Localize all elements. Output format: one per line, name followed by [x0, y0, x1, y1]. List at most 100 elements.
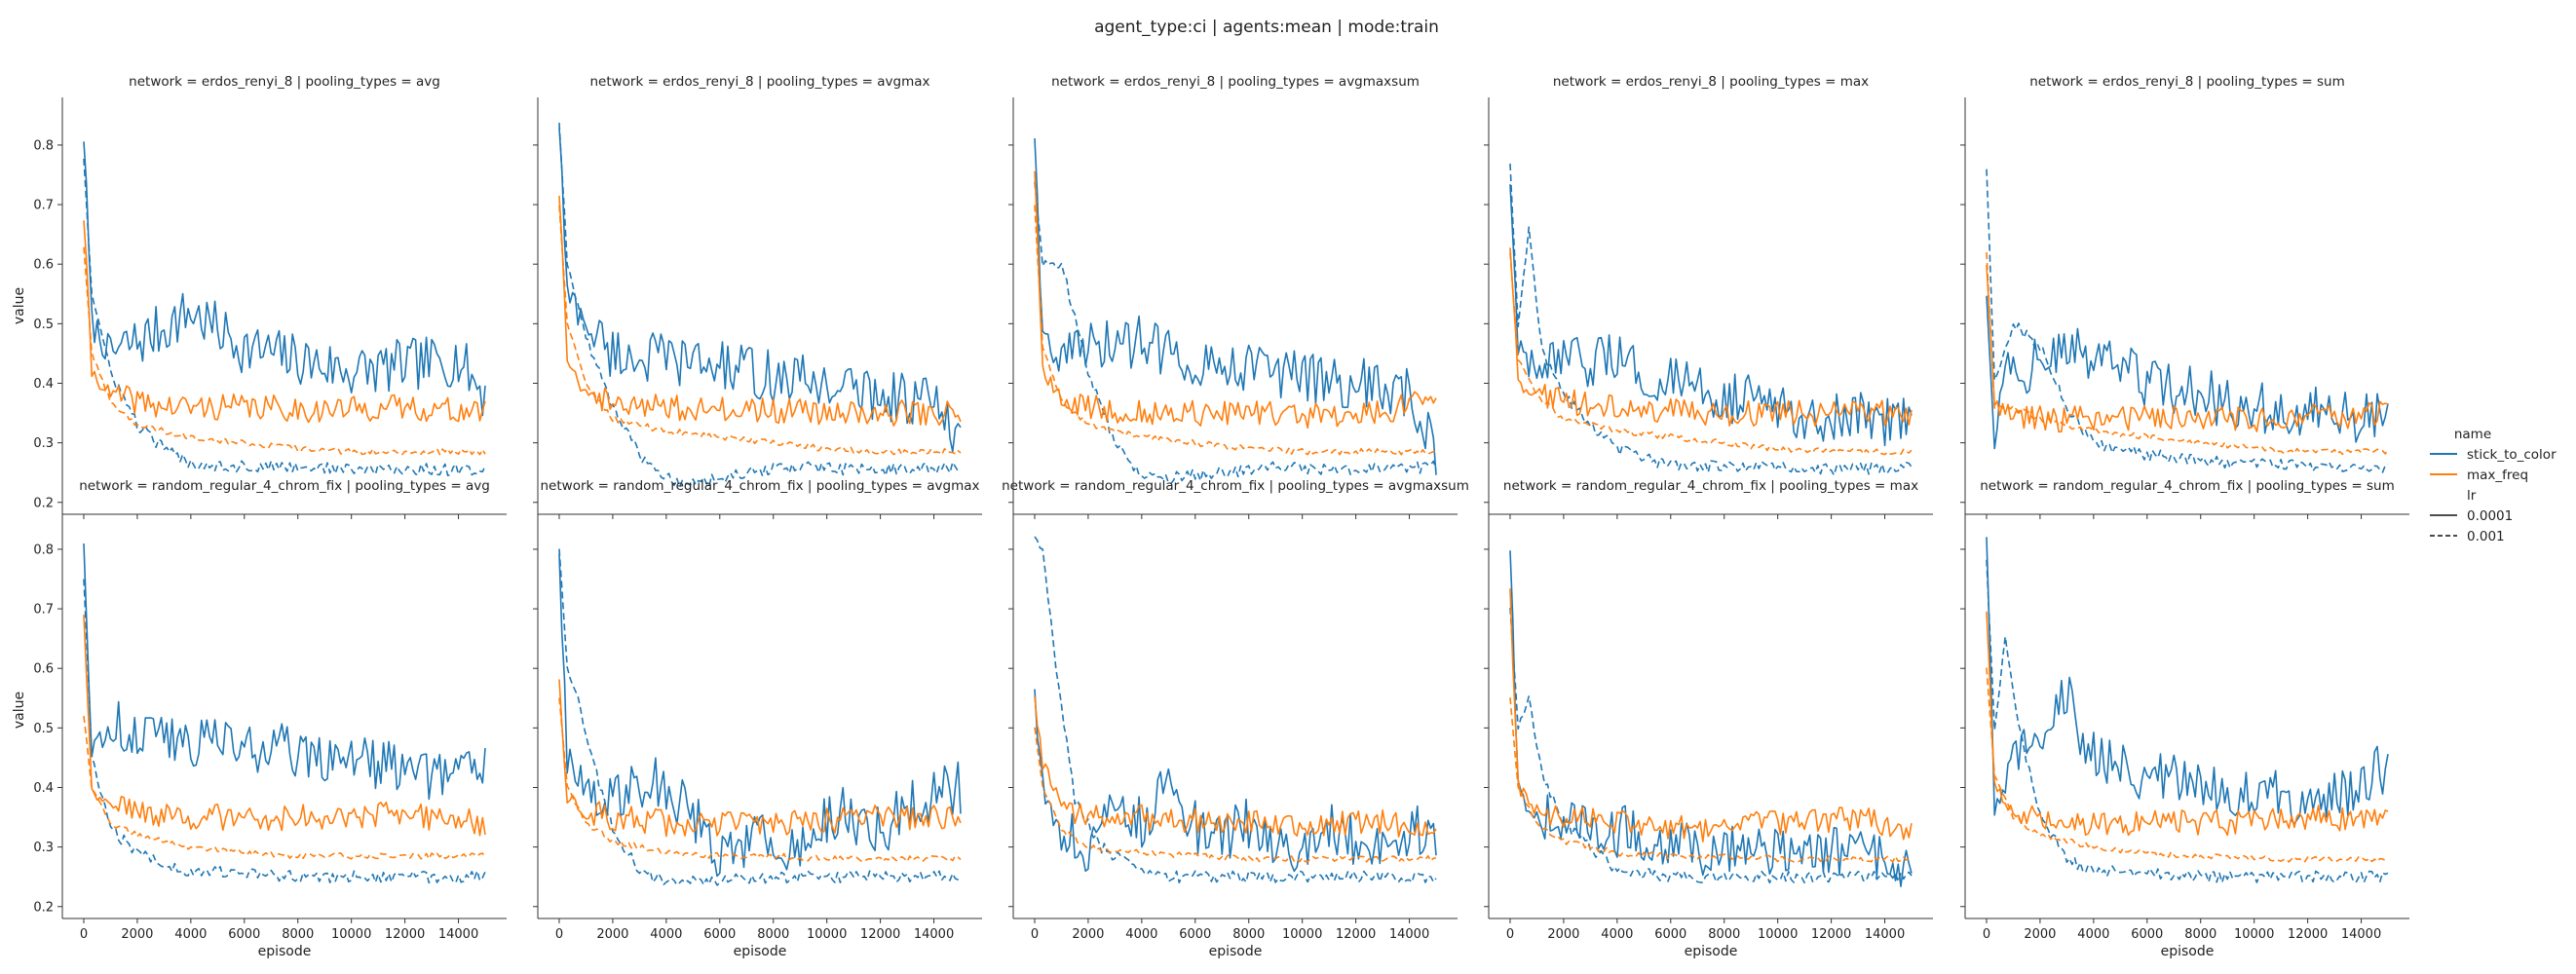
- x-tick-label: 14000: [1865, 927, 1905, 942]
- x-tick-label: 6000: [1179, 927, 1211, 942]
- series-line-max-freq-lr-0-0001: [1986, 264, 2389, 433]
- x-tick-label: 14000: [2341, 927, 2381, 942]
- x-tick-label: 6000: [1654, 927, 1686, 942]
- series-line-max-freq-lr-0-0001: [1509, 247, 1913, 428]
- panel-title: network = random_regular_4_chrom_fix | p…: [79, 478, 490, 494]
- panel: network = erdos_renyi_8 | pooling_types …: [1008, 74, 1458, 519]
- series-line-max-freq-lr-0-0001: [558, 679, 962, 838]
- y-tick-label: 0.7: [33, 603, 54, 618]
- series-line-stick-to-color-lr-0-001: [1986, 559, 2389, 883]
- x-tick-label: 8000: [2184, 927, 2216, 942]
- series-line-stick-to-color-lr-0-0001: [83, 141, 486, 417]
- series-line-max-freq-lr-0-0001: [83, 220, 486, 424]
- x-axis-label: episode: [258, 944, 312, 959]
- series-line-stick-to-color-lr-0-001: [558, 548, 962, 886]
- y-tick-label: 0.2: [33, 496, 54, 510]
- y-tick-label: 0.3: [33, 436, 54, 451]
- x-tick-label: 4000: [650, 927, 682, 942]
- x-tick-label: 12000: [860, 927, 900, 942]
- panel-title: network = random_regular_4_chrom_fix | p…: [1980, 478, 2394, 494]
- series-line-max-freq-lr-0-0001: [1986, 611, 2389, 837]
- x-tick-label: 2000: [121, 927, 153, 942]
- y-tick-label: 0.6: [33, 258, 54, 273]
- x-tick-label: 8000: [1708, 927, 1740, 942]
- x-tick-label: 2000: [1072, 927, 1104, 942]
- series-line-stick-to-color-lr-0-001: [558, 122, 962, 489]
- y-tick-label: 0.5: [33, 318, 54, 332]
- y-tick-label: 0.8: [33, 138, 54, 153]
- panel-title: network = random_regular_4_chrom_fix | p…: [541, 478, 980, 494]
- x-tick-label: 0: [80, 927, 88, 942]
- legend-label-lr-0-0001: 0.0001: [2467, 508, 2513, 524]
- series-line-stick-to-color-lr-0-001: [1034, 536, 1437, 884]
- x-tick-label: 4000: [2077, 927, 2109, 942]
- y-tick-label: 0.5: [33, 722, 54, 736]
- series-line-max-freq-lr-0-001: [1034, 205, 1437, 456]
- y-tick-label: 0.4: [33, 781, 54, 796]
- series-line-stick-to-color-lr-0-0001: [83, 543, 486, 801]
- series-line-stick-to-color-lr-0-001: [1986, 169, 2389, 473]
- x-tick-label: 0: [555, 927, 563, 942]
- series-line-stick-to-color-lr-0-0001: [1034, 137, 1437, 475]
- panel-title: network = erdos_renyi_8 | pooling_types …: [1051, 74, 1420, 90]
- x-tick-label: 4000: [1601, 927, 1633, 942]
- legend-label-max-freq: max_freq: [2467, 468, 2528, 483]
- series-line-stick-to-color-lr-0-001: [83, 579, 486, 884]
- panel: network = erdos_renyi_8 | pooling_types …: [12, 74, 507, 519]
- x-tick-label: 2000: [596, 927, 628, 942]
- series-line-max-freq-lr-0-001: [558, 697, 962, 863]
- x-tick-label: 0: [1506, 927, 1514, 942]
- x-tick-label: 10000: [1282, 927, 1322, 942]
- series-line-stick-to-color-lr-0-001: [1509, 607, 1913, 884]
- panel: network = random_regular_4_chrom_fix | p…: [1960, 478, 2409, 959]
- legend-style-title: lr: [2467, 488, 2477, 504]
- x-axis-label: episode: [2161, 944, 2215, 959]
- x-tick-label: 6000: [228, 927, 260, 942]
- x-tick-label: 10000: [2234, 927, 2274, 942]
- x-axis-label: episode: [1209, 944, 1263, 959]
- x-tick-label: 14000: [1389, 927, 1429, 942]
- chart-panels: network = erdos_renyi_8 | pooling_types …: [12, 74, 2409, 959]
- series-line-max-freq-lr-0-0001: [1509, 588, 1913, 843]
- chart-suptitle: agent_type:ci | agents:mean | mode:train: [1094, 18, 1439, 37]
- y-tick-label: 0.8: [33, 543, 54, 557]
- x-tick-label: 10000: [331, 927, 371, 942]
- series-line-stick-to-color-lr-0-0001: [1986, 295, 2389, 450]
- panel-title: network = erdos_renyi_8 | pooling_types …: [589, 74, 929, 90]
- x-axis-label: episode: [1685, 944, 1738, 959]
- series-line-max-freq-lr-0-001: [83, 716, 486, 860]
- y-tick-label: 0.2: [33, 900, 54, 915]
- y-axis-label: value: [12, 692, 27, 729]
- y-tick-label: 0.7: [33, 199, 54, 213]
- series-line-max-freq-lr-0-001: [558, 205, 962, 456]
- panel: network = random_regular_4_chrom_fix | p…: [533, 478, 982, 959]
- series-line-stick-to-color-lr-0-001: [1034, 181, 1437, 485]
- panel-title: network = erdos_renyi_8 | pooling_types …: [129, 74, 440, 90]
- panel: network = random_regular_4_chrom_fix | p…: [12, 478, 507, 959]
- x-tick-label: 0: [1031, 927, 1039, 942]
- x-tick-label: 4000: [174, 927, 207, 942]
- series-line-max-freq-lr-0-001: [1509, 252, 1913, 456]
- series-line-stick-to-color-lr-0-0001: [1509, 550, 1913, 887]
- x-tick-label: 12000: [1811, 927, 1851, 942]
- x-tick-label: 12000: [2288, 927, 2328, 942]
- legend-label-stick-to-color: stick_to_color: [2467, 447, 2557, 463]
- series-line-max-freq-lr-0-001: [1986, 252, 2389, 456]
- legend-label-lr-0-001: 0.001: [2467, 529, 2505, 544]
- x-tick-label: 14000: [438, 927, 478, 942]
- x-tick-label: 2000: [2024, 927, 2056, 942]
- panel-title: network = random_regular_4_chrom_fix | p…: [1002, 478, 1469, 494]
- panel-title: network = erdos_renyi_8 | pooling_types …: [2029, 74, 2345, 90]
- y-axis-label: value: [12, 287, 27, 324]
- series-line-max-freq-lr-0-001: [1509, 697, 1913, 863]
- y-tick-label: 0.3: [33, 841, 54, 855]
- series-line-max-freq-lr-0-0001: [1034, 695, 1437, 838]
- series-line-stick-to-color-lr-0-001: [1509, 163, 1913, 476]
- series-line-max-freq-lr-0-0001: [558, 195, 962, 428]
- series-line-max-freq-lr-0-001: [1986, 667, 2389, 863]
- panel-title: network = erdos_renyi_8 | pooling_types …: [1553, 74, 1869, 90]
- x-tick-label: 10000: [1758, 927, 1798, 942]
- legend-hue-title: name: [2454, 427, 2491, 442]
